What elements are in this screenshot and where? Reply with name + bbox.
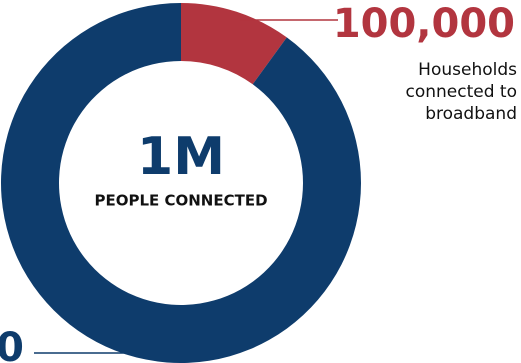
center-label: PEOPLE CONNECTED: [94, 192, 267, 210]
annotation: Households: [418, 60, 517, 80]
donut-segment: [181, 3, 287, 85]
value-label: 0: [0, 325, 24, 363]
center-value: 1M: [137, 127, 225, 187]
annotation: connected to: [406, 82, 518, 102]
donut-segment: [1, 3, 361, 363]
annotation: broadband: [425, 104, 517, 124]
value-label: 100,000: [333, 1, 515, 47]
